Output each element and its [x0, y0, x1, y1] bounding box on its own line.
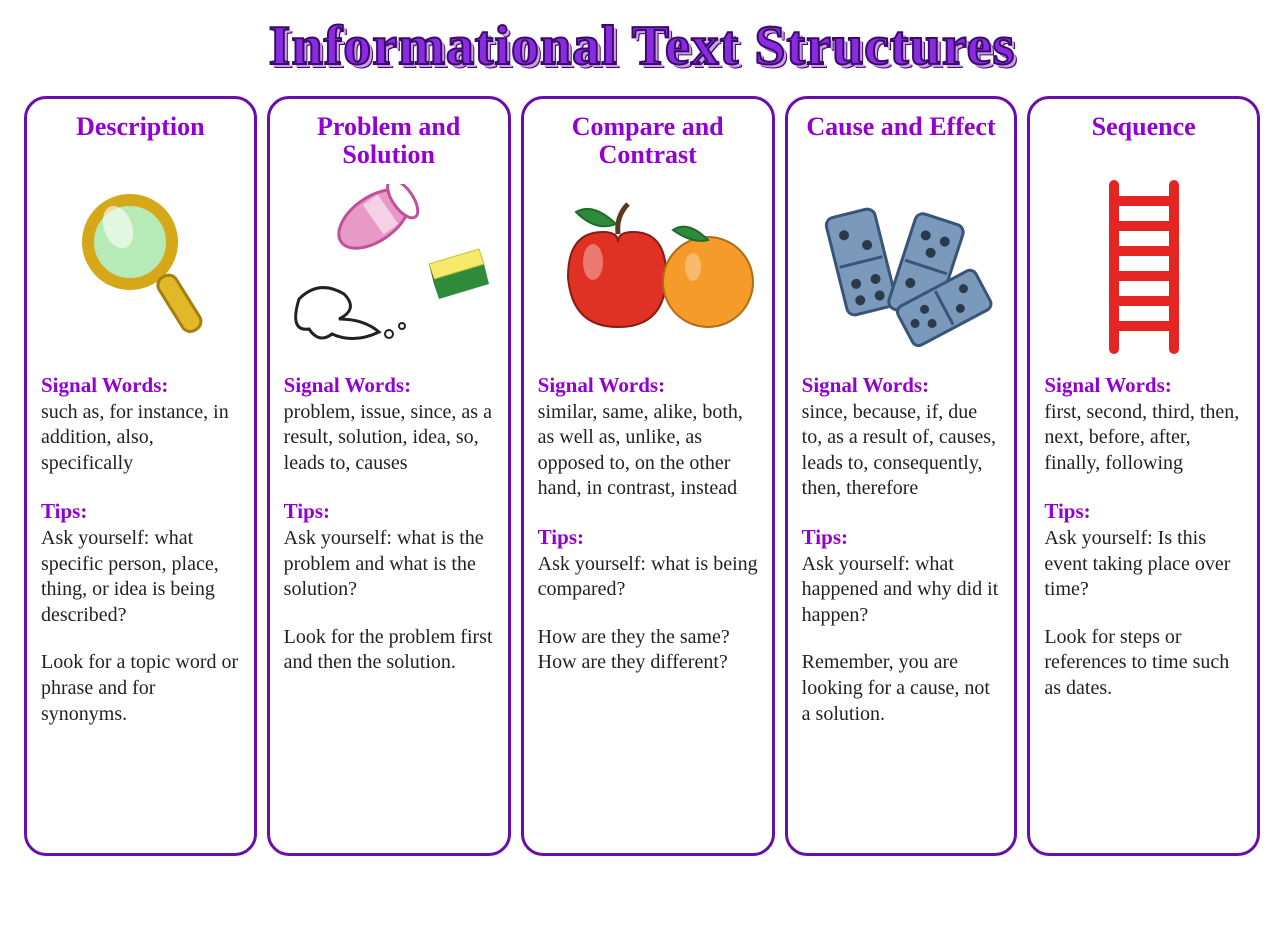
card-title: Description: [41, 113, 240, 175]
ladder-icon: [1044, 179, 1243, 354]
tips-label: Tips: [41, 499, 80, 523]
signal-words-label: Signal Words: [802, 373, 922, 397]
card-compare-contrast: Compare and Contrast Signal Words: simil…: [521, 96, 775, 856]
tips-block: Tips: Ask yourself: what is the problem …: [284, 498, 494, 602]
magnifier-icon: [41, 179, 240, 354]
tip-text-2: Remember, you are looking for a cause, n…: [802, 650, 1001, 727]
card-sequence: Sequence Signal Words: first, second, th…: [1027, 96, 1260, 856]
signal-words-block: Signal Words: since, because, if, due to…: [802, 372, 1001, 502]
tip-text: Ask yourself: what is being compared?: [538, 553, 758, 601]
signal-words-label: Signal Words: [1044, 373, 1164, 397]
tips-block: Tips: Ask yourself: what happened and wh…: [802, 524, 1001, 628]
spill-icon: [284, 179, 494, 354]
signal-words-label: Signal Words: [538, 373, 658, 397]
tip-text: Ask yourself: Is this event taking place…: [1044, 527, 1230, 600]
tip-text-2: Look for the problem first and then the …: [284, 625, 494, 676]
signal-words-label: Signal Words: [41, 373, 161, 397]
tip-text: Ask yourself: what is the problem and wh…: [284, 527, 484, 600]
cards-row: Description Signal Words: such as, for i…: [6, 96, 1278, 856]
tip-text: Ask yourself: what happened and why did …: [802, 553, 999, 626]
tips-label: Tips: [284, 499, 323, 523]
card-cause-effect: Cause and Effect: [785, 96, 1018, 856]
signal-words-block: Signal Words: problem, issue, since, as …: [284, 372, 494, 476]
signal-words-text: problem, issue, since, as a result, solu…: [284, 401, 492, 474]
tip-text-2: Look for steps or references to time suc…: [1044, 625, 1243, 702]
signal-words-label: Signal Words: [284, 373, 404, 397]
signal-words-block: Signal Words: similar, same, alike, both…: [538, 372, 758, 502]
card-title: Problem and Solution: [284, 113, 494, 175]
signal-words-text: such as, for instance, in addition, also…: [41, 401, 229, 474]
tip-text-2: How are they the same? How are they diff…: [538, 625, 758, 676]
apple-orange-icon: [538, 179, 758, 354]
signal-words-text: first, second, third, then, next, before…: [1044, 401, 1239, 474]
signal-words-block: Signal Words: first, second, third, then…: [1044, 372, 1243, 476]
tips-block: Tips: Ask yourself: Is this event taking…: [1044, 498, 1243, 602]
tip-text: Ask yourself: what specific person, plac…: [41, 527, 219, 626]
card-title: Compare and Contrast: [538, 113, 758, 175]
signal-words-text: since, because, if, due to, as a result …: [802, 401, 996, 500]
dominoes-icon: [802, 179, 1001, 354]
signal-words-block: Signal Words: such as, for instance, in …: [41, 372, 240, 476]
card-description: Description Signal Words: such as, for i…: [24, 96, 257, 856]
tips-block: Tips: Ask yourself: what specific person…: [41, 498, 240, 628]
tips-block: Tips: Ask yourself: what is being compar…: [538, 524, 758, 603]
tips-label: Tips: [1044, 499, 1083, 523]
tips-label: Tips: [802, 525, 841, 549]
card-title: Cause and Effect: [802, 113, 1001, 175]
card-title: Sequence: [1044, 113, 1243, 175]
page-title: Informational Text Structures: [6, 14, 1278, 78]
tip-text-2: Look for a topic word or phrase and for …: [41, 650, 240, 727]
card-problem-solution: Problem and Solution Signal Words:: [267, 96, 511, 856]
signal-words-text: similar, same, alike, both, as well as, …: [538, 401, 743, 500]
tips-label: Tips: [538, 525, 577, 549]
